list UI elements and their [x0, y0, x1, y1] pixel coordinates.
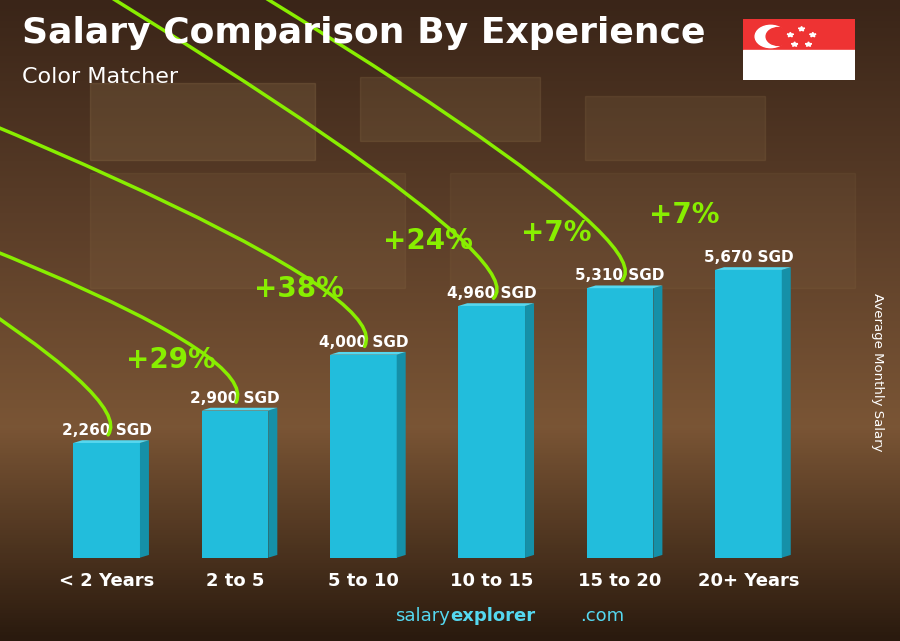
- Circle shape: [766, 28, 791, 46]
- Bar: [450, 173, 855, 288]
- Polygon shape: [397, 352, 406, 558]
- Text: Average Monthly Salary: Average Monthly Salary: [871, 292, 884, 451]
- Bar: [73, 443, 140, 558]
- Text: 2,260 SGD: 2,260 SGD: [62, 423, 151, 438]
- Text: Salary Comparison By Experience: Salary Comparison By Experience: [22, 16, 706, 50]
- Text: +24%: +24%: [382, 226, 472, 254]
- Text: 5,670 SGD: 5,670 SGD: [704, 250, 793, 265]
- Polygon shape: [791, 42, 797, 46]
- Bar: [360, 77, 540, 141]
- Polygon shape: [525, 303, 534, 558]
- Text: +7%: +7%: [649, 201, 719, 229]
- Text: explorer: explorer: [450, 607, 536, 625]
- Polygon shape: [653, 285, 662, 558]
- Bar: [715, 270, 782, 558]
- Polygon shape: [782, 267, 791, 558]
- Text: +29%: +29%: [126, 346, 216, 374]
- Bar: [585, 96, 765, 160]
- Bar: [90, 83, 315, 160]
- Text: salary: salary: [395, 607, 450, 625]
- Polygon shape: [798, 26, 805, 31]
- Polygon shape: [268, 408, 277, 558]
- Polygon shape: [587, 285, 662, 288]
- Text: 4,960 SGD: 4,960 SGD: [447, 286, 536, 301]
- Polygon shape: [73, 440, 149, 443]
- Bar: [330, 354, 397, 558]
- Bar: [742, 50, 855, 80]
- Polygon shape: [788, 33, 794, 37]
- Polygon shape: [715, 267, 791, 270]
- Polygon shape: [140, 440, 149, 558]
- Text: +38%: +38%: [254, 275, 344, 303]
- Polygon shape: [202, 408, 277, 410]
- Bar: [587, 288, 653, 558]
- Polygon shape: [806, 42, 812, 46]
- Polygon shape: [330, 352, 406, 354]
- Polygon shape: [810, 33, 816, 37]
- Text: 4,000 SGD: 4,000 SGD: [319, 335, 408, 350]
- Bar: [202, 410, 268, 558]
- Polygon shape: [458, 303, 534, 306]
- Text: Color Matcher: Color Matcher: [22, 67, 178, 87]
- Text: +7%: +7%: [520, 219, 591, 247]
- Circle shape: [755, 26, 786, 47]
- Bar: [458, 306, 525, 558]
- Text: 5,310 SGD: 5,310 SGD: [575, 269, 665, 283]
- Text: 2,900 SGD: 2,900 SGD: [190, 391, 280, 406]
- Text: .com: .com: [580, 607, 625, 625]
- Bar: [90, 173, 405, 288]
- Bar: [742, 19, 855, 50]
